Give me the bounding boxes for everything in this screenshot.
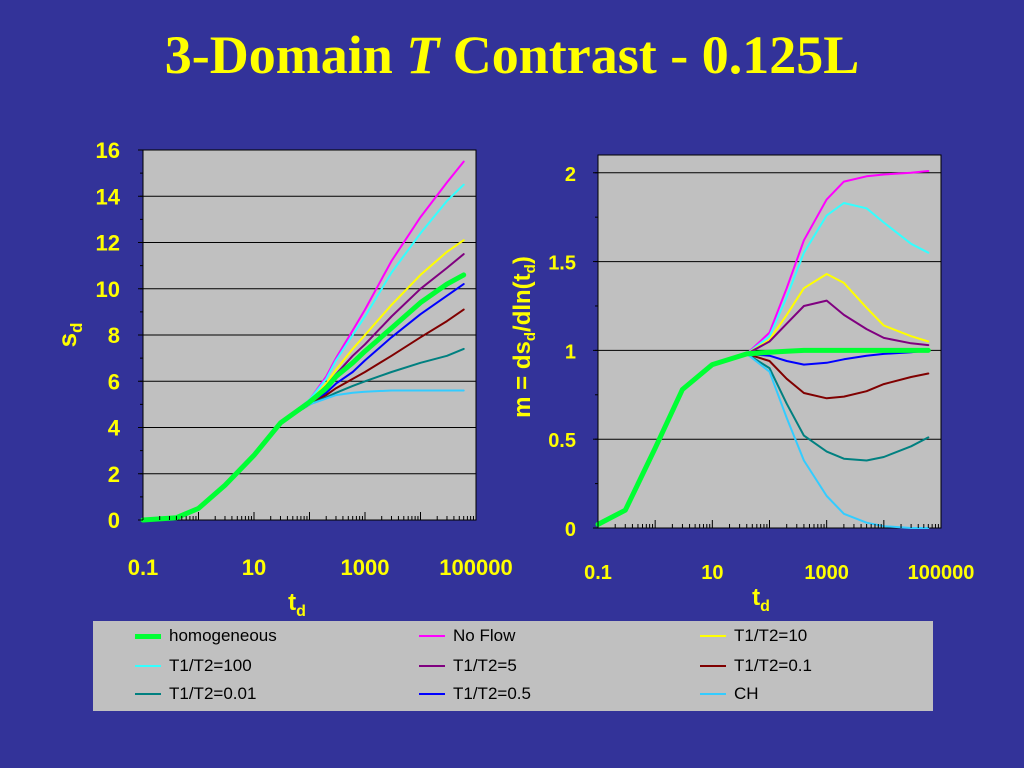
legend-swatch [419, 635, 445, 637]
legend-item-t1-t2-0-5: T1/T2=0.5 [419, 683, 531, 705]
legend-item-homogeneous: homogeneous [135, 625, 277, 647]
legend-item-t1-t2-0-1: T1/T2=0.1 [700, 655, 812, 677]
legend: homogeneous No Flow T1/T2=10 T1/T2=100 T1/T2… [93, 621, 933, 711]
y-axis-label-m: m = dsd/dln(td) [509, 256, 539, 418]
legend-swatch [135, 693, 161, 695]
svg-text:td: td [288, 589, 306, 620]
legend-item-t1-t2-100: T1/T2=100 [135, 655, 252, 677]
y-tick-label-sd-8: 16 [96, 138, 120, 163]
y-tick-label-sd-3: 6 [108, 369, 120, 394]
y-tick-label-sd-6: 12 [96, 231, 120, 256]
series-group-sd [140, 160, 467, 523]
x-axis-label-main: t [288, 589, 296, 616]
legend-label: T1/T2=10 [734, 626, 808, 645]
legend-item-t1-t2-0-01: T1/T2=0.01 [135, 683, 256, 705]
legend-swatch [135, 633, 161, 639]
axes-sd: 0 2 4 6 8 10 12 14 16 0.1 10 1000 100000 [96, 138, 513, 580]
x-tick-label-sd-0: 0.1 [128, 555, 159, 580]
y-tick-label-sd-7: 14 [96, 184, 121, 209]
svg-text:m = dsd/dln(td): m = dsd/dln(td) [509, 256, 539, 418]
chart-m: 0 0.5 1 1.5 2 0.1 10 1000 100000 m = dsd/dln(td)… [509, 154, 974, 615]
legend-swatch [135, 665, 161, 667]
y-tick-label-m-4: 2 [565, 164, 576, 186]
legend-swatch [700, 635, 726, 637]
legend-swatch [419, 693, 445, 695]
y-axis-label-main: s [52, 333, 82, 347]
x-tick-label-sd-1: 10 [242, 555, 266, 580]
x-tick-label-m-0: 0.1 [584, 562, 612, 584]
x-axis-label-m: td [752, 584, 770, 615]
axes-m: 0 0.5 1 1.5 2 0.1 10 1000 100000 [548, 164, 974, 584]
x-axis-label-main-m: t [752, 584, 760, 611]
legend-item-ch: CH [700, 683, 759, 705]
title-prefix: 3-Domain [164, 25, 393, 85]
y-tick-label-sd-0: 0 [108, 508, 120, 533]
legend-swatch [419, 665, 445, 667]
legend-label: T1/T2=100 [169, 656, 252, 675]
title-suffix: Contrast - 0.125L [452, 25, 860, 85]
legend-label: T1/T2=5 [453, 656, 517, 675]
x-tick-label-m-1: 10 [701, 562, 723, 584]
y-tick-label-sd-5: 10 [96, 277, 120, 302]
legend-swatch [700, 693, 726, 695]
series-line-m-homogeneous [595, 347, 931, 527]
title-italic: T [406, 25, 440, 85]
legend-swatch [700, 665, 726, 667]
x-tick-label-sd-2: 1000 [341, 555, 390, 580]
x-tick-label-m-3: 100000 [908, 562, 975, 584]
y-tick-label-sd-4: 8 [108, 323, 120, 348]
x-axis-label-sd: td [288, 589, 306, 620]
series-line-sd-homogeneous [140, 272, 467, 523]
svg-text:td: td [752, 584, 770, 615]
legend-item-t1-t2-10: T1/T2=10 [700, 625, 807, 647]
y-tick-label-m-3: 1.5 [548, 253, 576, 275]
y-tick-label-m-1: 0.5 [548, 430, 576, 452]
legend-label: No Flow [453, 626, 516, 645]
x-axis-label-sub-m: d [760, 598, 770, 615]
x-tick-label-m-2: 1000 [804, 562, 849, 584]
legend-label: T1/T2=0.01 [169, 684, 257, 703]
svg-text:sd: sd [52, 323, 86, 348]
legend-label: homogeneous [169, 626, 277, 645]
legend-label: T1/T2=0.5 [453, 684, 531, 703]
x-axis-label-sub: d [296, 603, 306, 620]
legend-item-t1-t2-5: T1/T2=5 [419, 655, 517, 677]
page-title: 3-Domain T Contrast - 0.125L [0, 28, 1024, 82]
y-tick-label-m-2: 1 [565, 341, 576, 363]
x-tick-label-sd-3: 100000 [439, 555, 512, 580]
y-tick-label-m-0: 0 [565, 519, 576, 541]
y-tick-label-sd-1: 2 [108, 462, 120, 487]
y-axis-label-sd: sd [52, 323, 86, 348]
legend-item-no-flow: No Flow [419, 625, 515, 647]
y-tick-label-sd-2: 4 [108, 416, 121, 441]
legend-label: CH [734, 684, 759, 703]
legend-label: T1/T2=0.1 [734, 656, 812, 675]
y-axis-label-sub: d [67, 323, 86, 333]
